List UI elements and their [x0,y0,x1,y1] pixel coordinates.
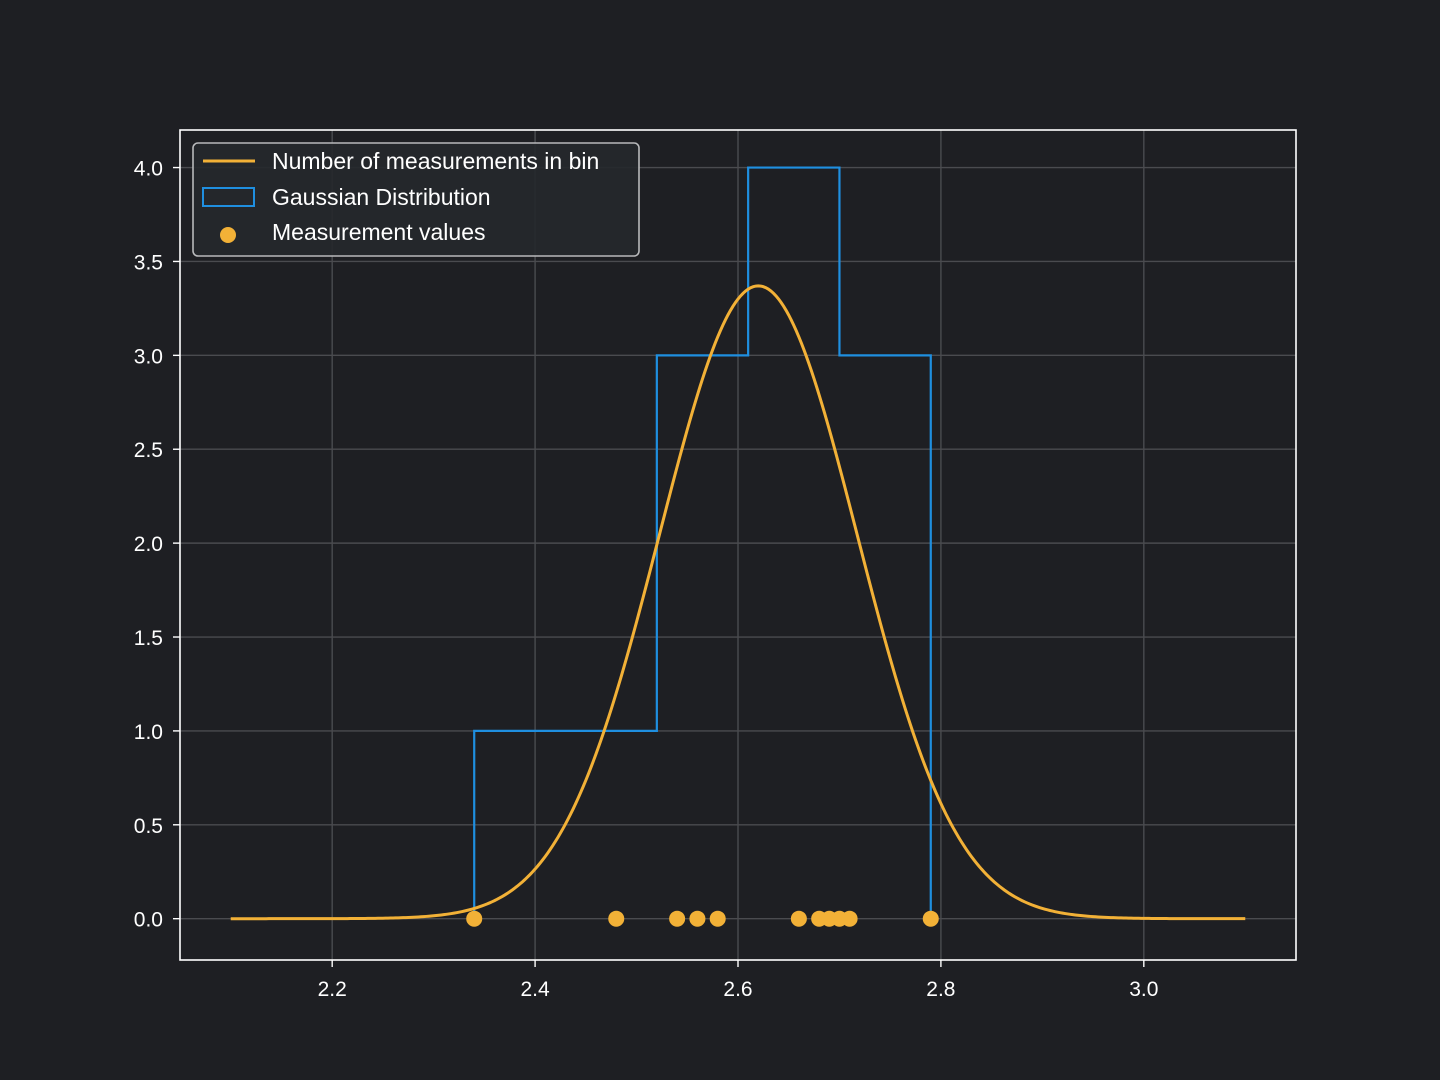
y-tick-label-4: 2.0 [134,533,163,556]
measurement-point-4 [709,910,726,927]
gaussian-curve [230,284,1246,921]
histogram-outline [473,166,932,919]
gaussian-curve-line [230,284,1246,921]
measurement-point-3 [689,910,706,927]
legend-box [192,142,640,257]
legend-histogram-swatch [202,187,255,207]
x-tick-label-2: 2.6 [723,978,752,1001]
legend-label-curve: Number of measurements in bin [272,148,599,174]
measurement-points [466,910,939,927]
legend: Number of measurements in bin Gaussian D… [192,142,640,257]
axis-ticks: 2.2 2.4 2.6 2.8 3.0 0.0 0.5 1.0 1.5 2.0 2.5 3.0 3.5 4… [134,158,1159,1001]
x-tick-label-4: 3.0 [1129,978,1158,1001]
y-tick-label-8: 4.0 [134,158,163,181]
measurement-point-5 [790,910,807,927]
x-tick-label-3: 2.8 [926,978,955,1001]
measurement-point-0 [466,910,483,927]
legend-label-histogram: Gaussian Distribution [272,184,491,210]
histogram-step [473,166,932,919]
legend-points-swatch [220,227,236,243]
y-tick-label-5: 2.5 [134,439,163,462]
x-tick-label-1: 2.4 [520,978,550,1001]
grid-lines [180,130,1296,960]
measurement-point-1 [608,910,625,927]
y-tick-label-2: 1.0 [134,721,163,744]
measurement-point-9 [841,910,858,927]
y-tick-label-1: 0.5 [134,815,163,838]
y-tick-label-7: 3.5 [134,251,163,274]
y-tick-label-3: 1.5 [134,627,163,650]
y-tick-label-6: 3.0 [134,345,163,368]
x-tick-label-0: 2.2 [318,978,347,1001]
legend-label-points: Measurement values [272,219,486,245]
y-tick-label-0: 0.0 [134,909,163,932]
measurement-point-2 [669,910,686,927]
measurement-point-10 [922,910,939,927]
